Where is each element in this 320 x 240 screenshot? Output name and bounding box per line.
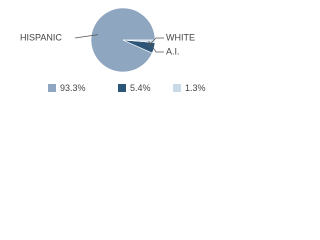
slice-label: WHITE (166, 32, 195, 42)
legend-swatch (173, 84, 181, 92)
chart: HISPANIC WHITE A.I. 93.3% 5.4% 1.3% (20, 7, 206, 93)
slice-label: A.I. (166, 46, 180, 56)
leader-line (148, 40, 164, 53)
pie-slice (122, 39, 156, 43)
leader-line (74, 34, 99, 39)
legend-swatch (118, 84, 126, 92)
legend-swatch (48, 84, 56, 92)
legend-label: 1.3% (185, 83, 206, 93)
legend-label: 5.4% (130, 83, 151, 93)
legend-label: 93.3% (60, 83, 86, 93)
pie-slice (90, 7, 156, 73)
slice-label: HISPANIC (20, 32, 62, 42)
